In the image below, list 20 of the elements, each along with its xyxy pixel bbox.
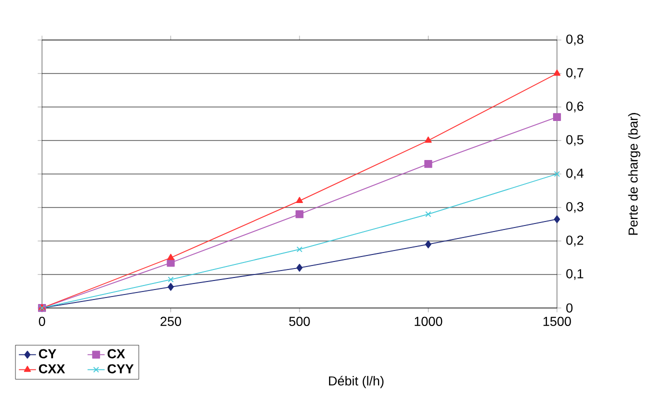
y-tick-label: 0 [566, 303, 573, 313]
legend-label: CYY [108, 364, 134, 374]
legend-label: CXX [38, 364, 66, 374]
x-axis-title: Débit (l/h) [329, 376, 384, 388]
y-tick-label: 0,7 [566, 68, 584, 79]
y-tick-label: 0,6 [566, 102, 584, 112]
x-tick-label: 1500 [544, 316, 571, 326]
y-tick-label: 0,4 [566, 168, 584, 180]
x-tick-label: 250 [160, 316, 182, 326]
x-tick-label: 1000 [414, 316, 442, 326]
y-axis-title: Perte de charge (bar) [628, 113, 640, 235]
x-tick-label: 500 [289, 316, 310, 326]
x-tick-label: 0 [38, 316, 46, 326]
y-tick-label: 0,5 [566, 135, 584, 146]
legend-label: CY [38, 349, 56, 358]
y-tick-label: 0,8 [566, 34, 584, 46]
y-tick-label: 0,1 [566, 269, 584, 280]
y-tick-label: 0,2 [566, 236, 584, 246]
y-tick-label: 0,3 [566, 202, 584, 213]
legend-label: CX [108, 349, 126, 358]
